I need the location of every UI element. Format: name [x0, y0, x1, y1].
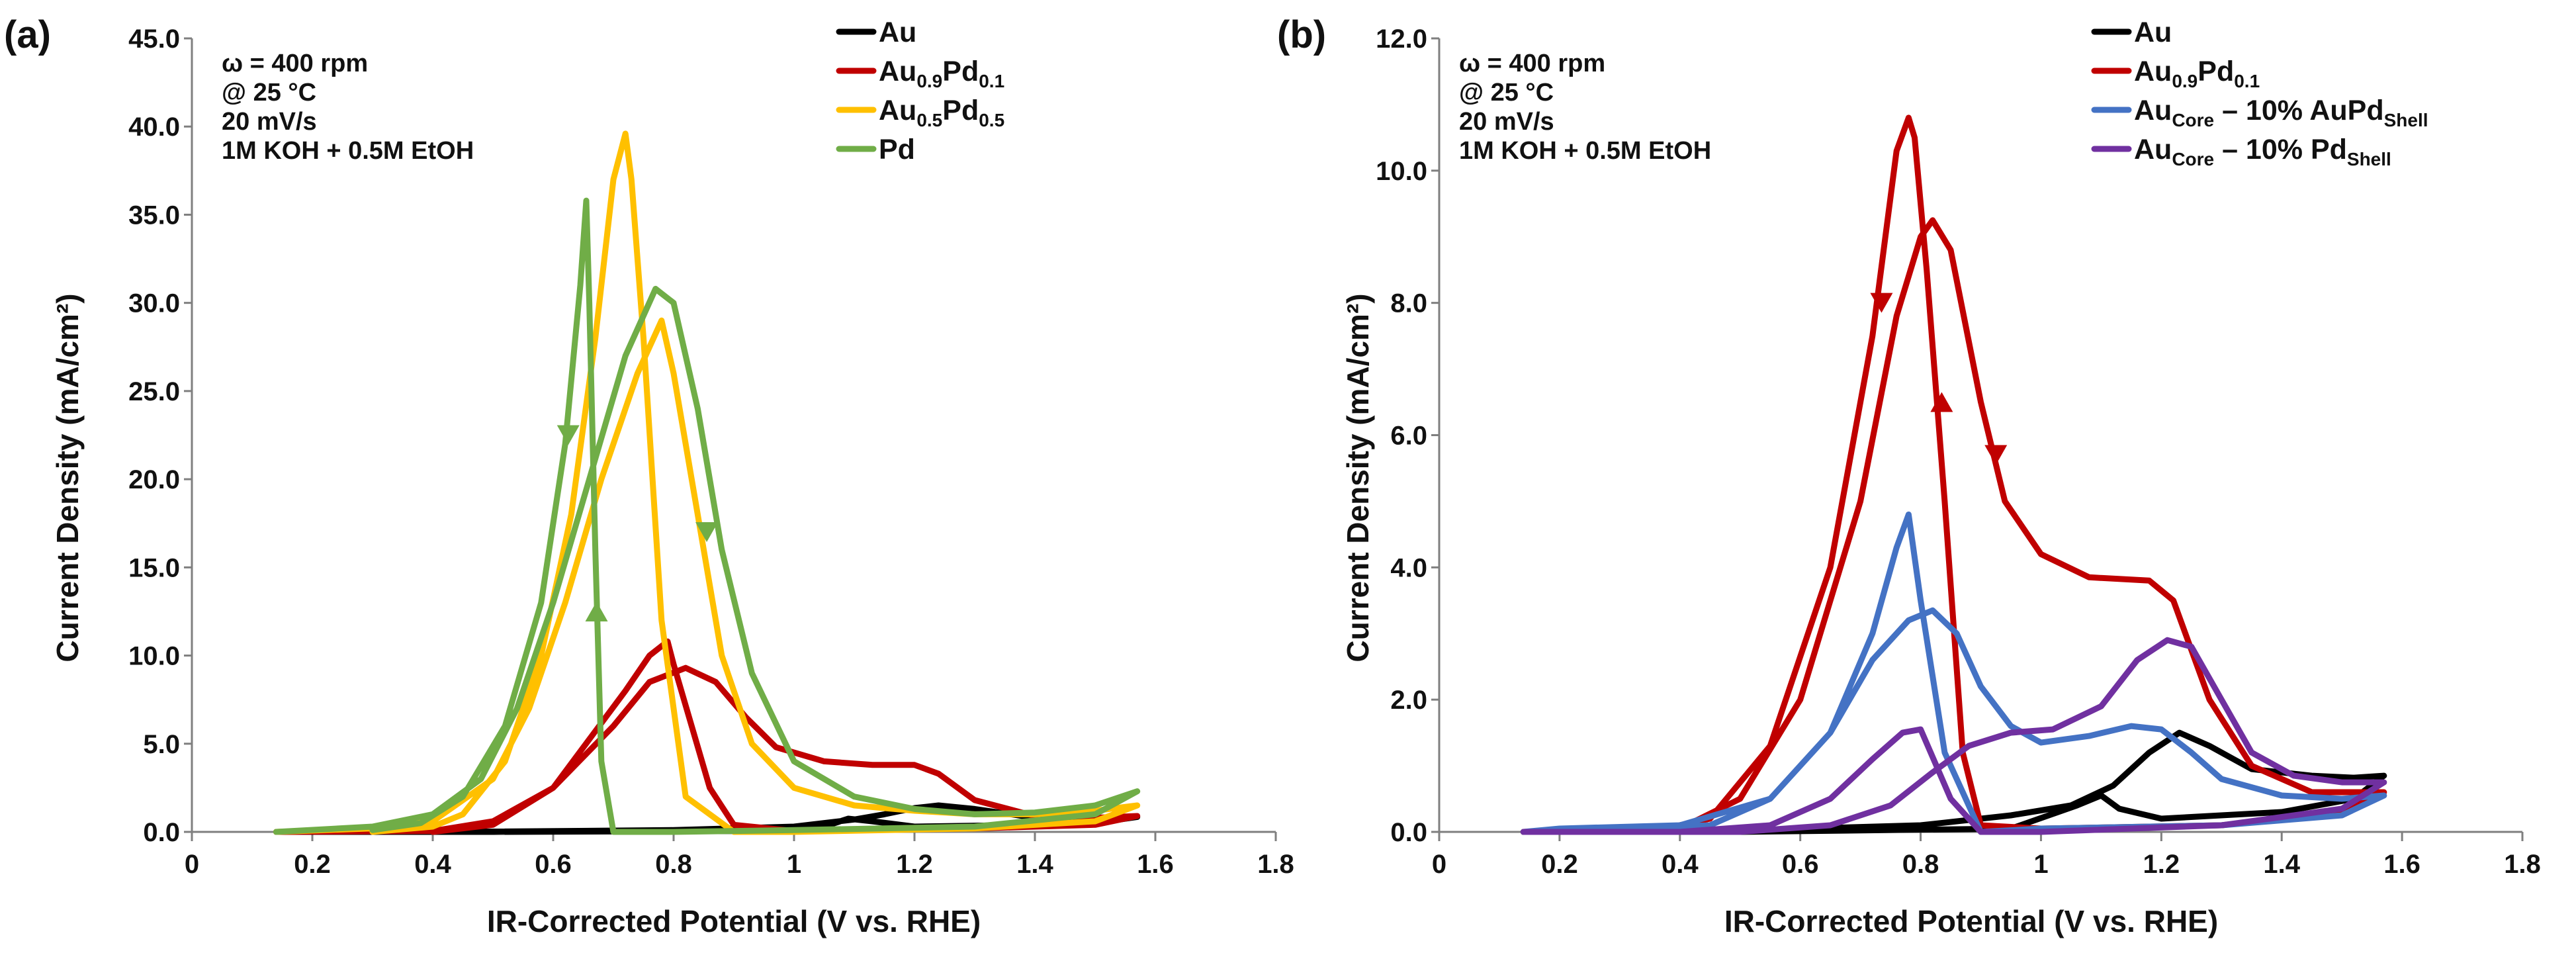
panel-b-x-tick-label: 0.6 [1782, 850, 1819, 879]
panel-b-y-tick-label: 4.0 [1390, 553, 1427, 582]
panel-a-conditions: ω = 400 rpm @ 25 °C 20 mV/s 1M KOH + 0.5… [222, 50, 474, 165]
panel-a-scan-arrow-up [585, 601, 608, 621]
panel-a-condition-scan-rate: 20 mV/s [222, 108, 317, 136]
panel-a-x-tick-label: 1.4 [1016, 850, 1053, 879]
panel-a-condition-temperature: @ 25 °C [222, 79, 316, 107]
panel-a-y-tick-label: 20.0 [128, 465, 180, 494]
panel-a-y-tick-label: 10.0 [128, 642, 180, 671]
panel-b-y-tick-label: 8.0 [1390, 289, 1427, 318]
panel-b-chart: 0.0 2.0 4.0 6.0 8.0 10.0 12.0 0 0.2 0.4 0.6 0.8 1 1.2… [1277, 13, 2541, 938]
panel-a-y-tick-label: 15.0 [128, 553, 180, 582]
panel-a-y-tick-label: 5.0 [143, 730, 180, 759]
panel-a-chart: 0.0 5.0 10.0 15.0 20.0 25.0 30.0 35.0 40.0 45.0 0 0… [4, 13, 1294, 938]
panel-b-x-tick-label: 0.4 [1662, 850, 1699, 879]
panel-a-series-group [273, 130, 1141, 835]
panel-b-x-tick-label: 1.6 [2383, 850, 2421, 879]
panel-a-series-1-line [273, 638, 1141, 835]
panel-b-label: (b) [1277, 13, 1326, 56]
panel-b-legend-label: AuCore – 10% AuPdShell [2134, 95, 2428, 130]
panel-a-y-tick-label: 40.0 [128, 113, 180, 142]
panel-a-legend-label: Pd [879, 134, 915, 165]
panel-b-condition-temperature: @ 25 °C [1459, 79, 1554, 107]
panel-b-axes: 0.0 2.0 4.0 6.0 8.0 10.0 12.0 0 0.2 0.4 0.6 0.8 1 1.2… [1376, 24, 2541, 879]
panel-a-legend-label: Au0.5Pd0.5 [879, 95, 1004, 130]
panel-b-y-tick-label: 6.0 [1390, 422, 1427, 451]
panel-b-series-3-line [1520, 637, 2387, 835]
panel-b-legend: Au Au0.9Pd0.1 AuCore – 10% AuPdShell AuCore… [2091, 17, 2428, 169]
panel-b-series-0-line [1520, 729, 2387, 835]
panel-b-y-axis-title: Current Density (mA/cm²) [1341, 293, 1375, 662]
panel-a-x-tick-label: 1.2 [896, 850, 933, 879]
panel-a-scan-arrow-down [695, 522, 719, 543]
panel-a-legend: Au Au0.9Pd0.1 Au0.5Pd0.5 Pd [836, 17, 1004, 165]
panel-b-scan-arrow-down [1984, 445, 2008, 465]
panel-b-condition-rpm: ω = 400 rpm [1459, 50, 1605, 77]
panel-b-x-axis-title: IR-Corrected Potential (V vs. RHE) [1724, 904, 2218, 938]
panel-a-y-tick-label: 0.0 [143, 818, 180, 847]
panel-b-conditions: ω = 400 rpm @ 25 °C 20 mV/s 1M KOH + 0.5… [1459, 50, 1711, 165]
panel-a-x-tick-label: 0.4 [414, 850, 451, 879]
panel-b-condition-electrolyte: 1M KOH + 0.5M EtOH [1459, 137, 1711, 165]
panel-b-y-tick-label: 12.0 [1376, 24, 1427, 54]
panel-b-x-tick-label: 0 [1432, 850, 1446, 879]
panel-b-x-tick-label: 1.2 [2143, 850, 2180, 879]
panel-a-y-tick-label: 25.0 [128, 377, 180, 406]
panel-b-legend-label: Au0.9Pd0.1 [2134, 56, 2260, 91]
panel-a-series-3-line [273, 197, 1141, 835]
panel-b-y-tick-label: 0.0 [1390, 818, 1427, 847]
panel-b-x-tick-label: 0.2 [1541, 850, 1578, 879]
panel-b-series-group [1520, 114, 2387, 835]
panel-a-condition-rpm: ω = 400 rpm [222, 50, 368, 77]
panel-a-x-tick-label: 1 [787, 850, 801, 879]
panel-b-legend-label: AuCore – 10% PdShell [2134, 134, 2391, 169]
panel-b-series-1-line [1520, 114, 2387, 835]
panel-b-x-tick-label: 1 [2033, 850, 2048, 879]
panel-a-legend-label: Au0.9Pd0.1 [879, 56, 1004, 91]
panel-b-y-tick-label: 10.0 [1376, 157, 1427, 186]
panel-a-label: (a) [4, 13, 51, 56]
panel-b-condition-scan-rate: 20 mV/s [1459, 108, 1554, 136]
panel-a-x-tick-label: 0.8 [655, 850, 692, 879]
panel-a-x-tick-label: 0 [185, 850, 199, 879]
panel-b-scan-arrow-up [1930, 392, 1953, 412]
panel-b-x-tick-label: 1.4 [2263, 850, 2300, 879]
panel-a-x-tick-label: 1.8 [1257, 850, 1294, 879]
panel-b-scan-arrow-down [1870, 293, 1893, 313]
panel-a-scan-arrow-down [556, 425, 580, 445]
panel-a-x-tick-label: 1.6 [1137, 850, 1174, 879]
panel-b-legend-label: Au [2134, 17, 2172, 48]
panel-a-y-tick-label: 45.0 [128, 24, 180, 54]
panel-a-condition-electrolyte: 1M KOH + 0.5M EtOH [222, 137, 474, 165]
panel-a-x-tick-label: 0.2 [294, 850, 331, 879]
panel-b-series-2-line [1520, 511, 2387, 835]
panel-a-x-axis-title: IR-Corrected Potential (V vs. RHE) [487, 904, 981, 938]
panel-a-x-tick-label: 0.6 [535, 850, 572, 879]
panel-a-series-2-line [273, 130, 1141, 835]
panel-a-y-tick-label: 30.0 [128, 289, 180, 318]
panel-b-x-tick-label: 1.8 [2504, 850, 2541, 879]
panel-a-y-tick-label: 35.0 [128, 201, 180, 230]
panel-b-x-tick-label: 0.8 [1902, 850, 1939, 879]
panel-b-y-tick-label: 2.0 [1390, 686, 1427, 715]
panel-a-legend-label: Au [879, 17, 916, 48]
panel-a-y-axis-title: Current Density (mA/cm²) [50, 293, 85, 662]
